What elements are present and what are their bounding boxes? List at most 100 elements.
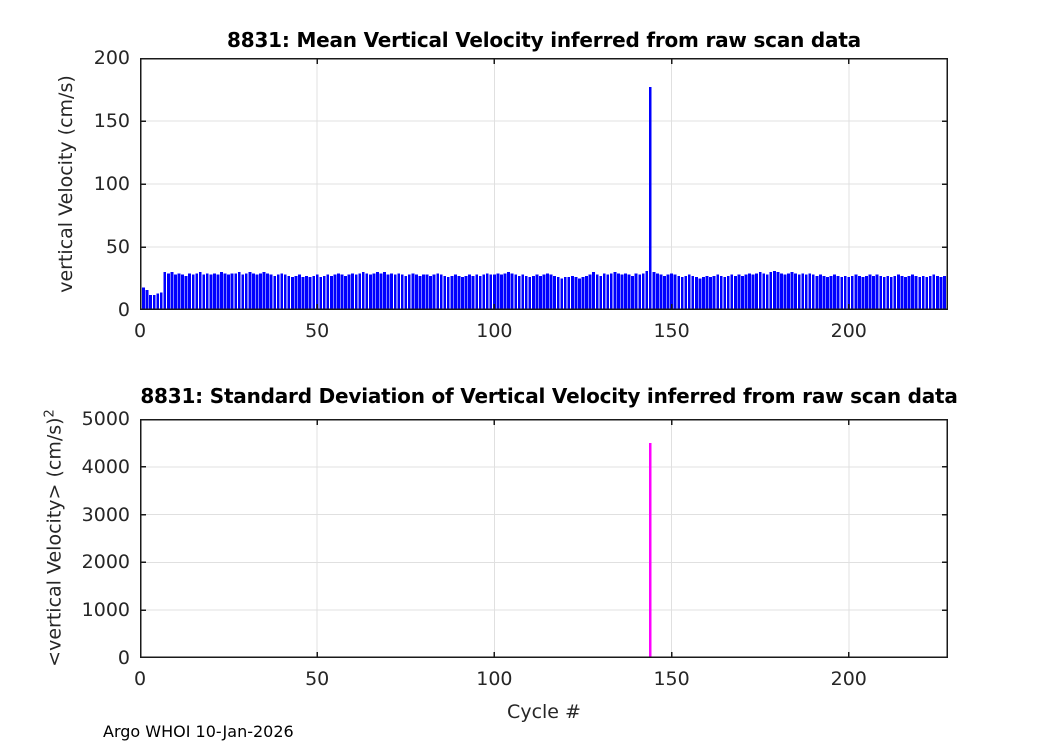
bar-cycle-39	[276, 274, 280, 310]
bar-cycle-127	[588, 274, 592, 310]
bar-cycle-24	[223, 273, 227, 310]
bar-cycle-88	[450, 275, 454, 310]
bar-cycle-50	[315, 274, 319, 310]
bar-cycle-85	[439, 274, 443, 310]
bar-cycle-102	[500, 274, 503, 310]
bar-cycle-4	[152, 294, 156, 310]
bar-cycle-162	[712, 275, 716, 310]
bar-cycle-97	[482, 274, 486, 310]
bar-cycle-186	[797, 274, 801, 310]
bar-cycle-119	[560, 278, 564, 310]
bar-cycle-117	[553, 275, 557, 310]
std-y-axis-label-superscript: 2	[42, 409, 58, 418]
bar-cycle-157	[694, 277, 698, 310]
bar-cycle-136	[620, 274, 624, 310]
bar-cycle-61	[354, 274, 358, 310]
mean-bar-plot	[140, 58, 948, 310]
bar-cycle-51	[319, 277, 323, 310]
bar-cycle-142	[641, 273, 645, 310]
bar-cycle-1	[142, 287, 145, 310]
bar-cycle-164	[719, 275, 723, 310]
bar-cycle-155	[687, 274, 691, 310]
bar-cycle-107	[517, 275, 521, 310]
bar-cycle-150	[670, 273, 673, 310]
bar-cycle-43	[290, 277, 294, 310]
bar-cycle-67	[376, 272, 379, 310]
bar-cycle-18	[202, 274, 206, 310]
bar-cycle-25	[227, 274, 230, 310]
bar-cycle-20	[209, 274, 213, 310]
bar-cycle-47	[305, 275, 308, 310]
x-tick-label: 100	[476, 668, 513, 690]
bar-cycle-185	[794, 273, 798, 310]
bar-cycle-208	[875, 274, 879, 310]
bar-cycle-103	[503, 273, 507, 310]
bar-cycle-222	[925, 277, 929, 310]
bar-cycle-211	[886, 275, 890, 310]
bar-cycle-74	[400, 274, 404, 310]
bar-cycle-98	[485, 273, 489, 310]
x-tick-label: 50	[305, 668, 330, 690]
bar-cycle-179	[772, 270, 776, 310]
bar-cycle-205	[865, 275, 868, 310]
bar-cycle-14	[188, 273, 192, 310]
bar-cycle-91	[461, 277, 464, 310]
bar-cycle-218	[911, 274, 914, 310]
bar-cycle-194	[826, 277, 829, 310]
bar-cycle-53	[326, 274, 330, 310]
bar-cycle-29	[241, 274, 245, 310]
bar-cycle-170	[741, 275, 744, 310]
bar-cycle-129	[595, 274, 599, 310]
bar-cycle-105	[510, 273, 514, 310]
bar-cycle-83	[432, 274, 436, 310]
bar-cycle-182	[783, 274, 787, 310]
bar-cycle-133	[609, 273, 613, 310]
bar-cycle-193	[822, 275, 826, 310]
bar-cycle-166	[726, 275, 730, 310]
bar-cycle-144	[648, 442, 652, 658]
bar-cycle-90	[457, 275, 461, 310]
bar-cycle-149	[666, 274, 670, 310]
bar-cycle-128	[592, 272, 596, 310]
bar-cycle-5	[156, 293, 160, 310]
bar-cycle-112	[535, 274, 539, 310]
bar-cycle-203	[858, 275, 861, 310]
bar-cycle-89	[454, 274, 457, 310]
bar-cycle-82	[429, 275, 432, 310]
y-tick-label: 1000	[81, 599, 130, 622]
bar-cycle-153	[680, 277, 684, 310]
bar-cycle-12	[181, 274, 184, 310]
bar-cycle-80	[422, 274, 425, 310]
bar-cycle-198	[840, 277, 844, 310]
bar-cycle-181	[780, 273, 783, 310]
bar-cycle-35	[262, 272, 266, 310]
bar-cycle-212	[889, 277, 893, 310]
bar-cycle-195	[829, 275, 833, 310]
bar-cycle-64	[365, 273, 369, 310]
bar-cycle-165	[723, 277, 727, 310]
bar-cycle-72	[393, 274, 397, 310]
x-tick-label: 200	[830, 668, 867, 690]
bar-cycle-188	[804, 274, 808, 310]
bar-cycle-200	[847, 277, 851, 310]
bar-cycle-19	[205, 273, 209, 310]
bar-cycle-3	[149, 294, 153, 310]
bar-cycle-158	[698, 278, 702, 310]
x-tick-label: 0	[133, 320, 147, 342]
bar-cycle-168	[733, 275, 737, 310]
bar-cycle-180	[776, 272, 780, 310]
bar-cycle-38	[273, 275, 277, 310]
y-tick-label: 100	[93, 173, 130, 195]
bar-cycle-26	[230, 273, 234, 310]
bar-cycle-23	[220, 272, 223, 310]
bar-cycle-121	[567, 277, 571, 310]
bar-cycle-21	[213, 273, 216, 310]
bar-cycle-131	[602, 273, 606, 310]
bar-cycle-108	[521, 274, 525, 310]
x-axis-label: Cycle #	[507, 701, 581, 723]
bar-cycle-216	[904, 277, 907, 310]
bar-cycle-161	[709, 277, 712, 310]
bar-cycle-144	[648, 86, 652, 310]
bar-cycle-113	[539, 275, 542, 310]
